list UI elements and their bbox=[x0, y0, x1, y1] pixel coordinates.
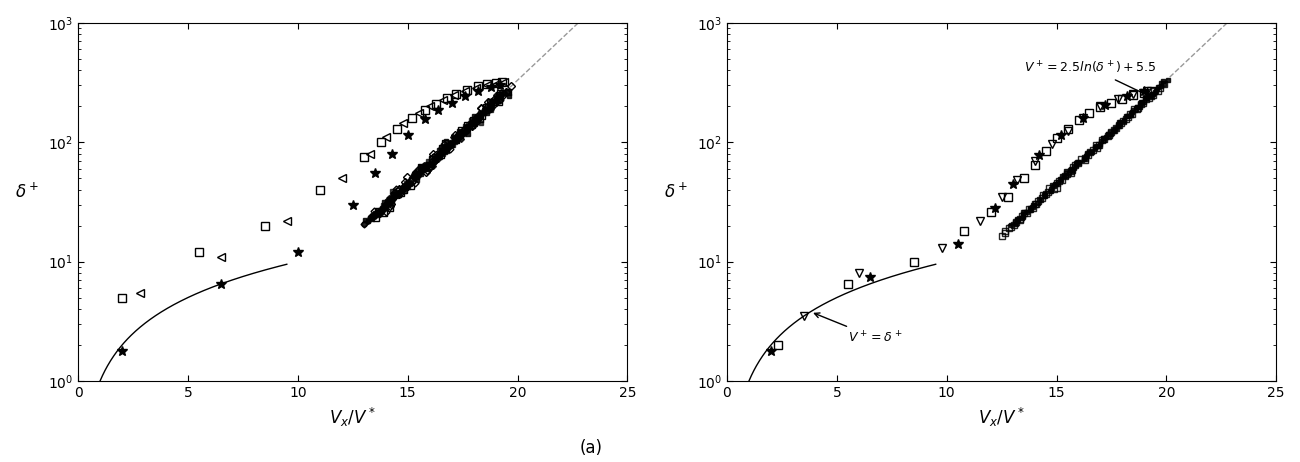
X-axis label: $V_x/V^*$: $V_x/V^*$ bbox=[329, 406, 376, 429]
Text: $V^+=2.5ln(\delta^+)+5.5$: $V^+=2.5ln(\delta^+)+5.5$ bbox=[1023, 60, 1156, 97]
Text: (a): (a) bbox=[580, 439, 603, 457]
Y-axis label: $\delta^+$: $\delta^+$ bbox=[664, 182, 688, 202]
Y-axis label: $\delta^+$: $\delta^+$ bbox=[16, 182, 39, 202]
Text: $V^+=\delta^+$: $V^+=\delta^+$ bbox=[815, 313, 902, 346]
X-axis label: $V_x/V^*$: $V_x/V^*$ bbox=[978, 406, 1024, 429]
